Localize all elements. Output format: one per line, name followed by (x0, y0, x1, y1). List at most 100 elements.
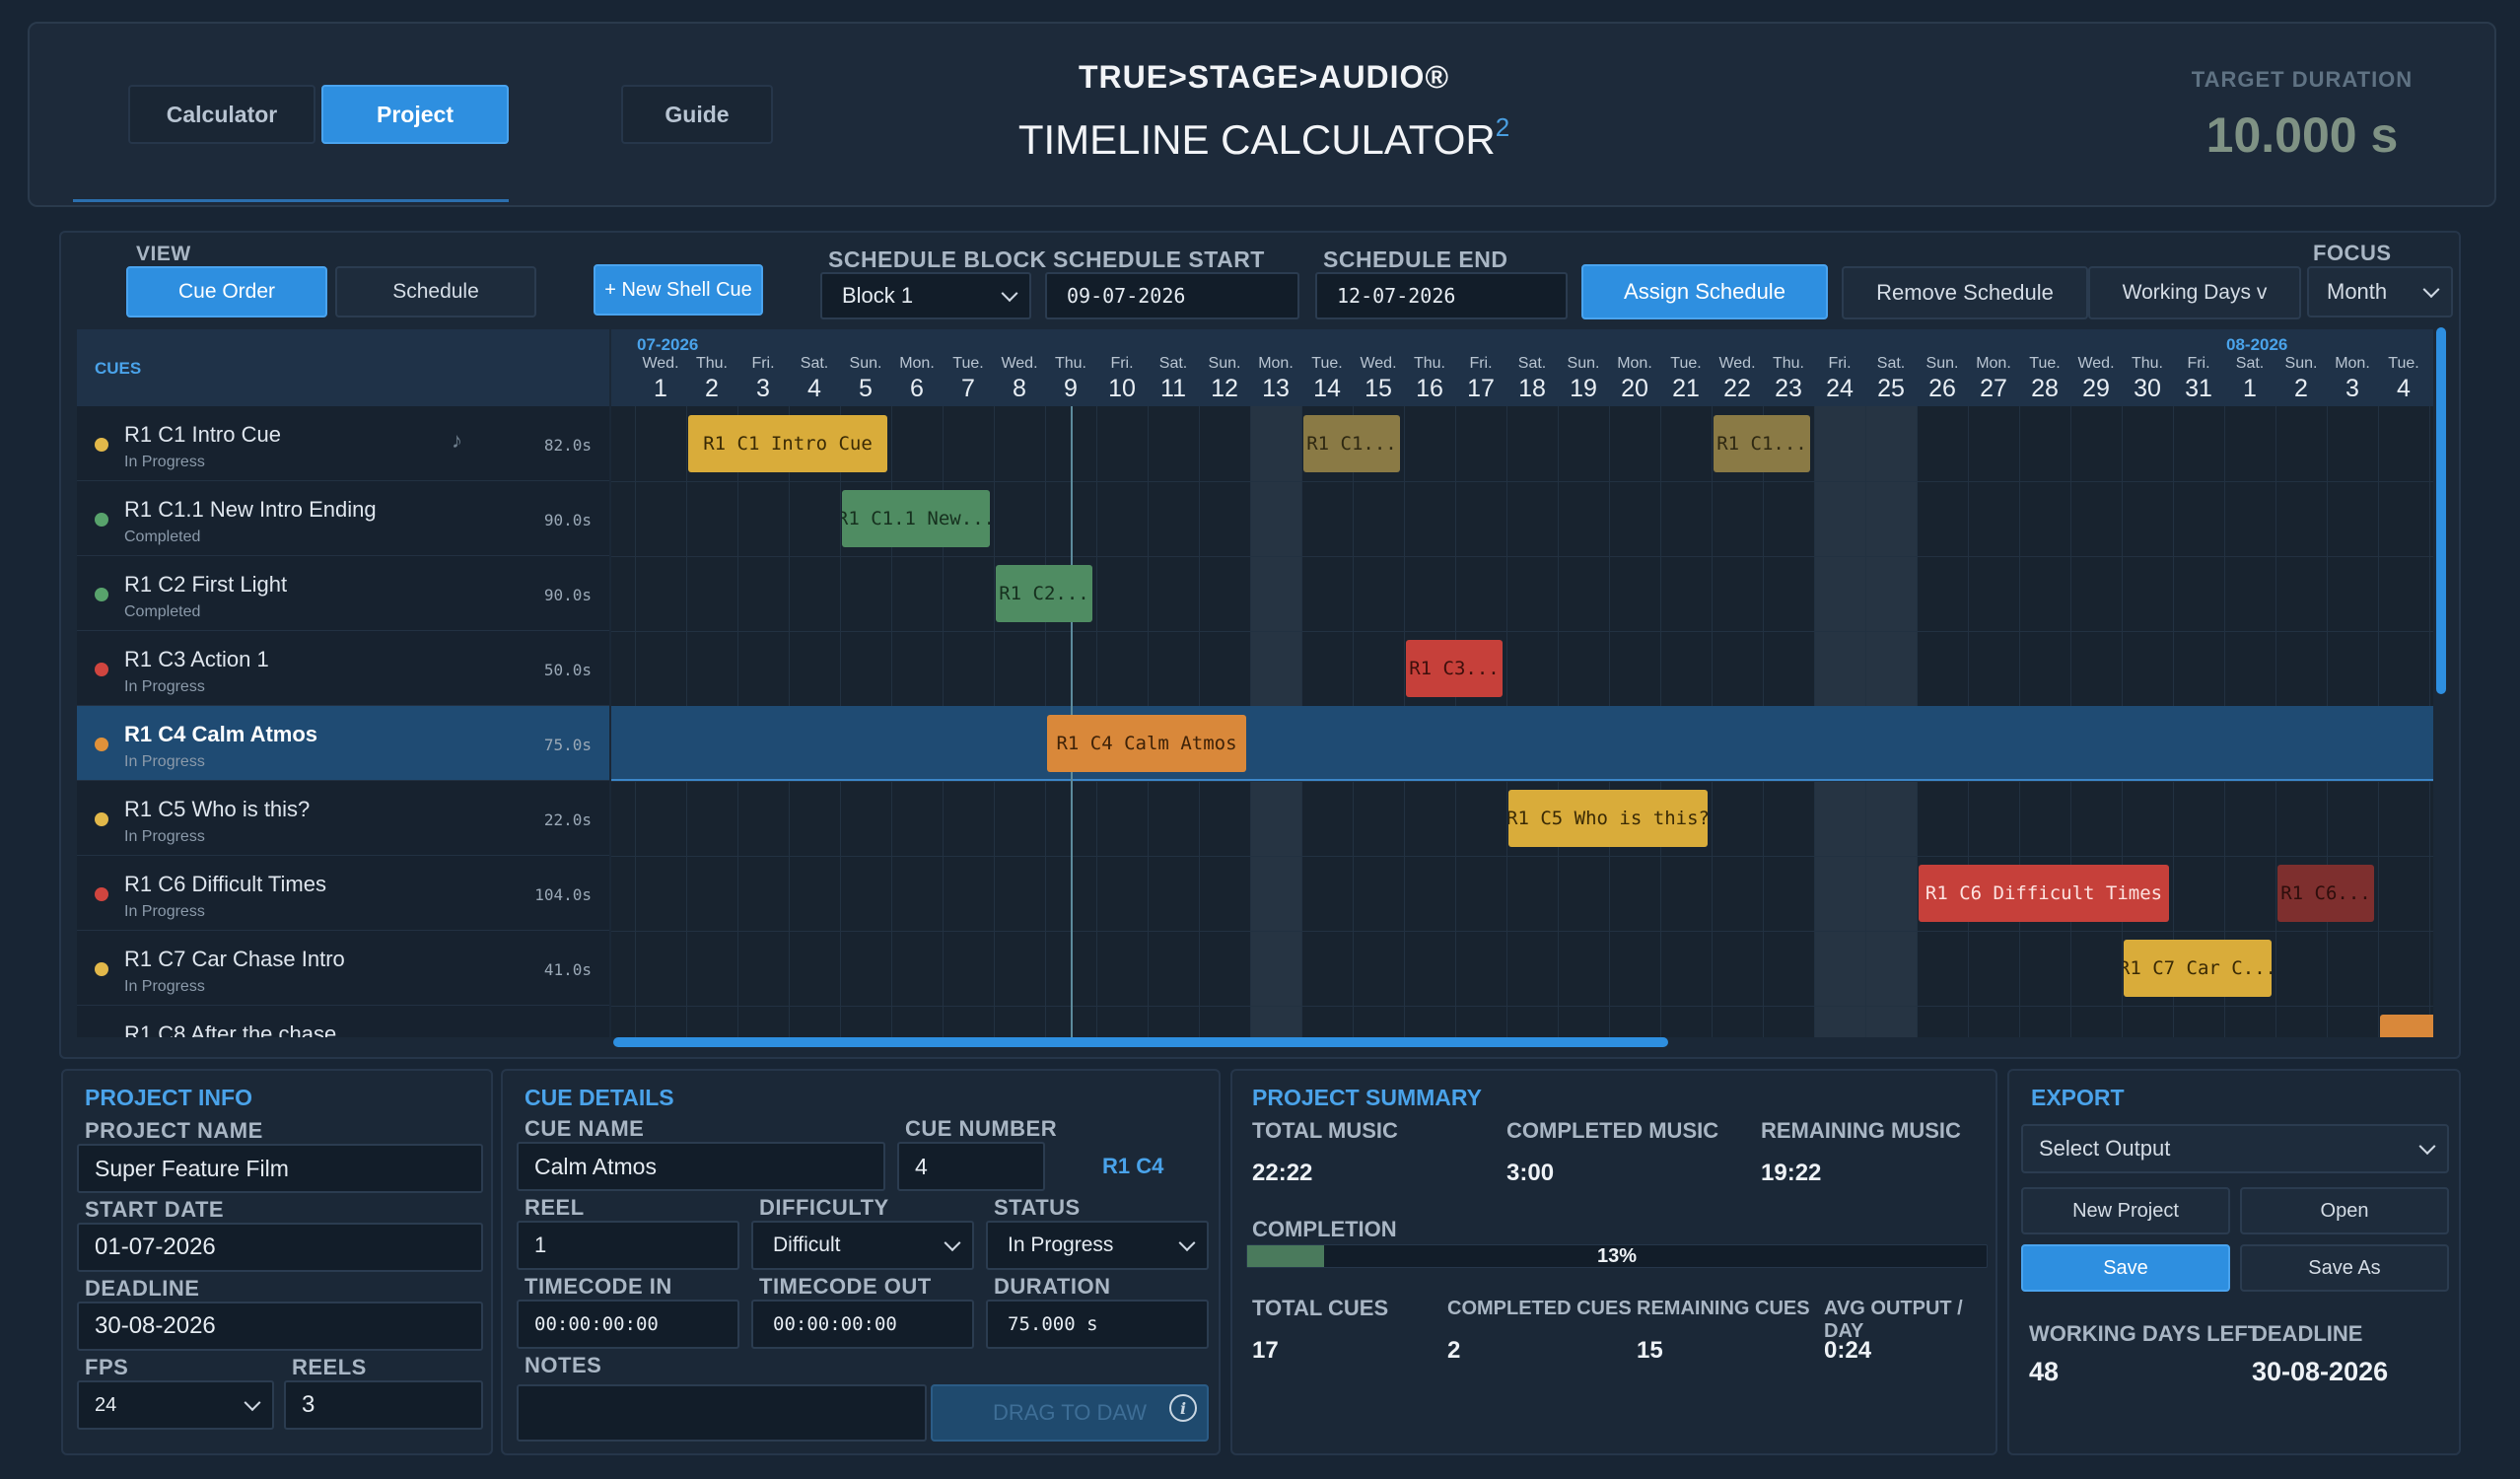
day-number: 12 (1211, 375, 1238, 402)
cue-schedule-bar[interactable]: R1 C6 Difficult Times (1919, 865, 2169, 922)
cue-duration: 153.0s (534, 1035, 592, 1037)
weekday-label: Wed. (1001, 355, 1038, 372)
date-column-header: Thu. 30 (2122, 329, 2173, 403)
info-icon[interactable]: i (1169, 1394, 1197, 1422)
weekday-label: Sun. (2284, 355, 2318, 372)
vertical-scrollbar[interactable] (2436, 327, 2446, 694)
timecode-out-input[interactable]: 00:00:00:00 (751, 1300, 974, 1349)
cue-duration: 41.0s (543, 960, 592, 979)
date-column-header: Mon. 27 (1968, 329, 2019, 403)
cue-status: Completed (124, 528, 201, 545)
cue-row[interactable]: R1 C5 Who is this? In Progress 22.0s (77, 781, 609, 856)
weekday-label: Sun. (1925, 355, 1959, 372)
tab-project[interactable]: Project (321, 85, 509, 144)
chevron-down-icon (1178, 1234, 1196, 1252)
schedule-start-input[interactable]: 09-07-2026 (1045, 272, 1299, 319)
cue-schedule-bar[interactable]: R1 C1... (1714, 415, 1810, 472)
cue-row[interactable]: R1 C8 After the chase 153.0s (77, 1006, 609, 1037)
cue-number-input[interactable]: 4 (897, 1142, 1045, 1191)
weekday-label: Sat. (2235, 355, 2265, 372)
cue-schedule-bar[interactable]: R1 C7 Car C... (2124, 940, 2272, 997)
view-cue-order-button[interactable]: Cue Order (126, 266, 327, 317)
cue-name-input[interactable]: Calm Atmos (517, 1142, 885, 1191)
horizontal-scrollbar[interactable] (613, 1037, 1668, 1047)
completed-cues-value: 2 (1447, 1337, 1461, 1364)
focus-select[interactable]: Month (2307, 266, 2453, 317)
date-column-header: Tue. 28 (2019, 329, 2070, 403)
weekday-label: We (2429, 355, 2433, 373)
timecode-in-input[interactable]: 00:00:00:00 (517, 1300, 739, 1349)
cue-name: R1 C7 Car Chase Intro (124, 947, 345, 971)
tab-calculator[interactable]: Calculator (128, 85, 315, 144)
weekday-label: Thu. (2131, 355, 2163, 372)
status-dot-icon (95, 962, 108, 976)
cue-row[interactable]: R1 C6 Difficult Times In Progress 104.0s (77, 856, 609, 931)
cue-row[interactable]: R1 C7 Car Chase Intro In Progress 41.0s (77, 931, 609, 1006)
remove-schedule-button[interactable]: Remove Schedule (1842, 266, 2088, 319)
status-select[interactable]: In Progress (986, 1221, 1209, 1270)
working-days-dropdown[interactable]: Working Days v (2088, 266, 2301, 319)
export-deadline-value: 30-08-2026 (2252, 1357, 2389, 1386)
project-name-input[interactable]: Super Feature Film (77, 1144, 483, 1193)
schedule-end-input[interactable]: 12-07-2026 (1315, 272, 1568, 319)
day-number: 3 (756, 375, 770, 402)
new-shell-cue-button[interactable]: + New Shell Cue (594, 264, 763, 316)
duration-label: DURATION (994, 1274, 1111, 1299)
date-column-header: Fri. 17 (1455, 329, 1506, 403)
start-date-input[interactable]: 01-07-2026 (77, 1223, 483, 1272)
weekday-label: Sat. (1517, 355, 1547, 372)
drag-to-daw-button[interactable]: DRAG TO DAW i (931, 1384, 1209, 1442)
date-column-header: Sun. 26 (1917, 329, 1968, 403)
date-column-header: Mon. 20 (1609, 329, 1660, 403)
reel-input[interactable]: 1 (517, 1221, 739, 1270)
reels-label: REELS (292, 1355, 367, 1379)
select-output-dropdown[interactable]: Select Output (2021, 1124, 2449, 1173)
cue-schedule-bar[interactable]: R1 C1 Intro Cue (688, 415, 887, 472)
weekday-label: Tue. (952, 355, 984, 372)
completion-progress-fill (1247, 1245, 1324, 1267)
date-column-header: Sun. 12 (1199, 329, 1250, 403)
weekday-label: Thu. (1054, 355, 1086, 372)
day-number: 3 (2345, 375, 2359, 402)
cue-schedule-bar[interactable]: R1 C3... (1406, 640, 1503, 697)
fps-label: FPS (85, 1355, 129, 1379)
save-as-button[interactable]: Save As (2240, 1244, 2449, 1292)
cue-schedule-bar[interactable]: R1 C1.1 New... (842, 490, 990, 547)
date-column-header: Thu. 2 (686, 329, 737, 403)
row-line (611, 1006, 2433, 1007)
cue-duration: 90.0s (543, 586, 592, 604)
cue-name: R1 C2 First Light (124, 572, 288, 597)
chevron-down-icon (1001, 285, 1018, 303)
weekday-label: Thu. (1772, 355, 1804, 372)
status-label: STATUS (994, 1195, 1081, 1220)
assign-schedule-button[interactable]: Assign Schedule (1581, 264, 1828, 319)
cue-schedule-bar[interactable]: R1 C4 Calm Atmos (1047, 715, 1246, 772)
date-column-header: Sun. 5 (840, 329, 891, 403)
new-project-button[interactable]: New Project (2021, 1187, 2230, 1234)
day-number: 28 (2031, 375, 2059, 402)
cue-schedule-bar[interactable]: R1 C6... (2277, 865, 2374, 922)
total-music-value: 22:22 (1252, 1160, 1313, 1186)
deadline-input[interactable]: 30-08-2026 (77, 1302, 483, 1351)
schedule-start-label: SCHEDULE START (1053, 246, 1265, 272)
cue-row[interactable]: R1 C2 First Light Completed 90.0s (77, 556, 609, 631)
cue-schedule-bar[interactable]: R1 C5 Who is this? (1508, 790, 1708, 847)
save-button[interactable]: Save (2021, 1244, 2230, 1292)
cue-schedule-bar[interactable]: R1 C1... (1303, 415, 1400, 472)
cues-header-label: CUES (95, 359, 142, 378)
cue-row[interactable]: R1 C1.1 New Intro Ending Completed 90.0s (77, 481, 609, 556)
cue-row[interactable]: R1 C3 Action 1 In Progress 50.0s (77, 631, 609, 706)
fps-select[interactable]: 24 (77, 1380, 274, 1430)
schedule-block-select[interactable]: Block 1 (820, 272, 1031, 319)
open-button[interactable]: Open (2240, 1187, 2449, 1234)
view-schedule-button[interactable]: Schedule (335, 266, 536, 317)
cue-schedule-bar[interactable]: R1 C2... (996, 565, 1092, 622)
tab-guide[interactable]: Guide (621, 85, 773, 144)
cue-schedule-bar[interactable] (2380, 1015, 2433, 1037)
cue-row[interactable]: R1 C4 Calm Atmos In Progress 75.0s (77, 706, 609, 781)
notes-input[interactable] (517, 1384, 927, 1442)
cue-row[interactable]: R1 C1 Intro Cue In Progress 82.0s ♪ (77, 406, 609, 481)
reels-input[interactable]: 3 (284, 1380, 483, 1430)
duration-input[interactable]: 75.000 s (986, 1300, 1209, 1349)
difficulty-select[interactable]: Difficult (751, 1221, 974, 1270)
